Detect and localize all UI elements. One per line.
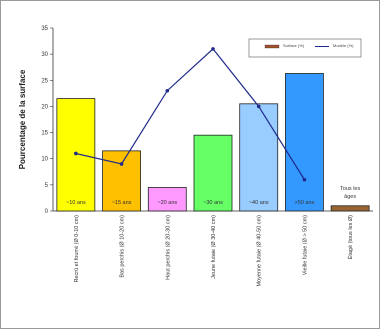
category-label-3: Haut perchis (Ø 20-30 cm) xyxy=(165,215,171,280)
y-tick-label: 35 xyxy=(41,26,48,32)
category-label-7: Étagé (tous les Ø) xyxy=(347,215,354,259)
category-label-1: Recrû et fourré (Ø 0-10 cm) xyxy=(74,215,80,283)
line-point-1 xyxy=(74,151,78,156)
line-point-3 xyxy=(165,88,170,93)
legend-label-bar: Surface (%) xyxy=(283,43,305,48)
bar-age-label-4: ~30 ans xyxy=(203,200,223,206)
bar-age-label-7: Tous les âges xyxy=(340,186,360,200)
legend-label-line: Modèle (%) xyxy=(333,43,354,48)
line-point-5 xyxy=(256,104,261,109)
line-point-2 xyxy=(119,162,124,166)
line-point-6 xyxy=(302,177,307,182)
category-label-6: Vieille futaie (Ø > 50 cm) xyxy=(302,215,308,275)
line-series-path xyxy=(75,48,305,180)
bar-4 xyxy=(193,134,233,212)
bar-6 xyxy=(285,73,324,212)
legend-swatch-bar xyxy=(264,44,280,49)
bar-age-label-6: >50 ans xyxy=(295,200,315,206)
bar-age-label-1: ~10 ans xyxy=(66,200,86,206)
legend-box xyxy=(248,38,362,58)
bar-7 xyxy=(330,205,370,212)
bar-3 xyxy=(147,187,187,212)
y-tick-label: 10 xyxy=(41,157,48,163)
category-label-4: Jeune futaie (Ø 30-40 cm) xyxy=(211,215,217,279)
category-label-5: Moyenne futaie (Ø 40-50 cm) xyxy=(257,215,263,287)
bar-age-label-3: ~20 ans xyxy=(157,200,177,206)
line-point-4 xyxy=(211,47,215,51)
y-axis-title: Pourcentage de la surface xyxy=(18,69,27,169)
y-tick-label: 25 xyxy=(41,78,48,84)
y-tick-label: 30 xyxy=(41,52,48,58)
bar-age-label-2: ~15 ans xyxy=(112,200,132,206)
bar-5 xyxy=(239,103,279,212)
y-tick-label: 20 xyxy=(41,104,48,110)
bar-age-label-5: ~40 ans xyxy=(249,200,269,206)
y-tick-label: 15 xyxy=(41,131,48,137)
y-tick-label: 5 xyxy=(45,183,49,189)
category-label-2: Bas perchis (Ø 10-20 cm) xyxy=(120,215,126,278)
y-tick-label: 0 xyxy=(45,209,49,215)
